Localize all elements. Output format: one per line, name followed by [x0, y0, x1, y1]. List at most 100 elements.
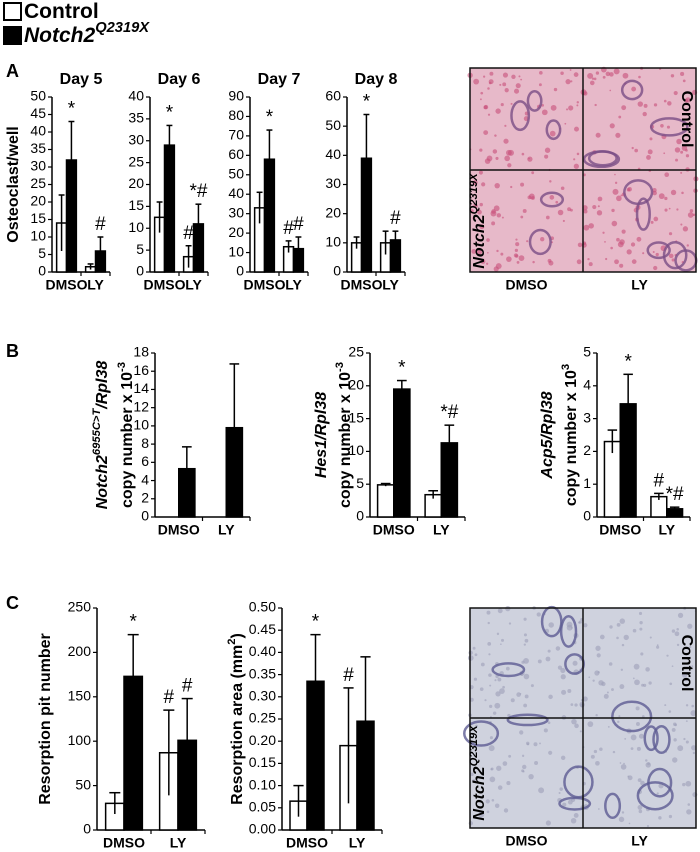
- texture: [489, 704, 493, 709]
- bar: [393, 388, 411, 518]
- cell: [510, 100, 531, 132]
- texture: [607, 725, 610, 728]
- texture: [520, 215, 524, 219]
- col-label: LY: [631, 277, 648, 293]
- texture: [473, 677, 478, 681]
- texture: [573, 163, 579, 169]
- frame: [469, 607, 697, 829]
- texture: [486, 610, 491, 615]
- texture: [549, 130, 556, 137]
- y-tick-label: 40: [228, 185, 244, 201]
- significance-label: *#: [189, 181, 207, 202]
- y-axis-label: Hes1/Rpl38: [313, 392, 330, 478]
- y-axis-label: Resorption pit number: [37, 633, 54, 805]
- texture: [691, 665, 694, 668]
- texture: [497, 677, 502, 682]
- texture: [660, 123, 664, 128]
- texture: [641, 715, 645, 718]
- texture: [620, 764, 627, 770]
- y-tick-label: 0.30: [249, 688, 276, 704]
- texture: [677, 745, 684, 752]
- y-tick-label: 0.05: [249, 799, 276, 815]
- y-tick-label: 0.45: [249, 621, 276, 637]
- texture: [476, 249, 483, 255]
- texture: [489, 736, 493, 740]
- texture: [637, 101, 644, 107]
- error-bar: [623, 373, 633, 434]
- error-bar: [382, 230, 389, 255]
- y-tick-label: 0: [356, 508, 364, 524]
- texture: [495, 108, 501, 114]
- y-axis-label-part: copy number x 10: [563, 370, 580, 506]
- significance-label: *: [68, 99, 76, 120]
- micrograph: [467, 66, 699, 273]
- significance-label: *: [166, 102, 174, 123]
- texture: [664, 172, 670, 178]
- texture: [596, 653, 601, 658]
- frame: [469, 67, 697, 273]
- texture: [687, 803, 691, 806]
- texture: [620, 194, 623, 197]
- texture: [485, 799, 490, 804]
- y-tick-label: 0: [136, 263, 144, 279]
- y-tick-label: 50: [75, 776, 91, 792]
- texture: [521, 769, 525, 773]
- texture: [561, 689, 567, 695]
- texture: [668, 814, 673, 819]
- texture: [492, 711, 497, 715]
- y-tick-label: 200: [68, 643, 92, 659]
- texture: [484, 158, 491, 164]
- texture: [522, 209, 527, 213]
- y-tick-label: 250: [68, 599, 92, 615]
- texture: [573, 158, 576, 161]
- texture: [656, 792, 659, 795]
- texture: [523, 633, 527, 637]
- y-tick-label: 35: [128, 110, 144, 126]
- texture: [576, 104, 579, 107]
- texture: [559, 787, 563, 791]
- texture: [582, 696, 588, 702]
- y-tick-label: 35: [30, 140, 46, 156]
- y-tick-label: 5: [583, 344, 591, 360]
- texture: [470, 772, 474, 777]
- texture: [619, 239, 625, 245]
- texture: [489, 684, 492, 687]
- significance-label: #: [95, 214, 106, 235]
- texture: [631, 146, 634, 150]
- texture: [597, 205, 600, 208]
- y-tick-label: 3: [583, 409, 591, 425]
- cell: [528, 228, 552, 256]
- texture: [689, 209, 694, 213]
- texture: [638, 809, 643, 814]
- texture: [510, 102, 513, 105]
- texture: [614, 173, 616, 176]
- texture: [540, 237, 545, 242]
- texture: [619, 263, 624, 268]
- cell: [611, 700, 653, 733]
- texture: [664, 196, 668, 201]
- y-axis-label: copy number x 10-3: [334, 362, 354, 508]
- cell: [636, 781, 674, 811]
- texture: [532, 260, 535, 264]
- error-bar: [163, 709, 175, 796]
- y-tick-label: 4: [583, 377, 591, 393]
- y-axis-label-part: Hes1/Rpl38: [313, 392, 330, 478]
- row-label: Notch2Q2319X: [468, 724, 488, 821]
- y-axis-label-part: copy number x 10: [337, 372, 354, 508]
- texture: [690, 710, 697, 717]
- texture: [521, 152, 525, 156]
- texture: [680, 150, 684, 154]
- y-axis-label-part: 6955C>T: [91, 408, 103, 456]
- y-axis-label: copy number x 10-3: [116, 362, 136, 508]
- significance-label: *: [398, 358, 406, 379]
- y-tick-label: 20: [325, 204, 341, 220]
- texture: [521, 754, 525, 757]
- texture: [569, 69, 572, 71]
- texture: [671, 258, 675, 262]
- y-tick-label: 15: [30, 210, 46, 226]
- texture: [467, 655, 474, 661]
- legend-label-part: Notch2: [24, 24, 95, 47]
- error-bar: [396, 379, 407, 398]
- texture: [523, 673, 530, 680]
- texture: [493, 205, 500, 212]
